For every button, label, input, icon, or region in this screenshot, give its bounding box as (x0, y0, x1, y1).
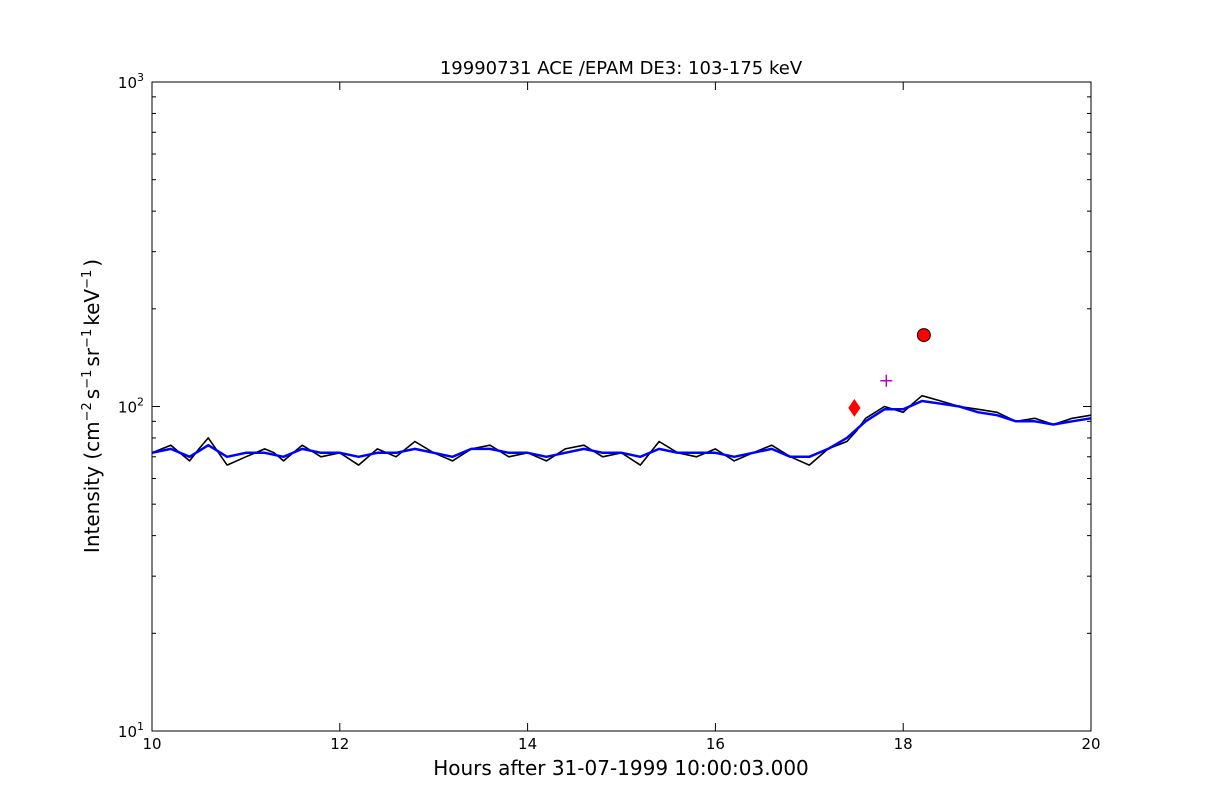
marker-plus (880, 374, 893, 387)
x-tick-label: 10 (142, 735, 161, 753)
y-tick-label: 103 (118, 71, 144, 92)
tick-layer: 10 12 14 16 18 20 101 102 103 (118, 71, 1101, 753)
marker-circle (916, 328, 931, 343)
x-axis-label: Hours after 31-07-1999 10:00:03.000 (433, 756, 809, 780)
marker-diamond (848, 399, 861, 417)
marker-layer (848, 328, 931, 417)
plot-frame (151, 81, 1092, 732)
chart-title: 19990731 ACE /EPAM DE3: 103-175 keV (440, 58, 803, 79)
series-line-smoothed (151, 399, 1092, 459)
x-tick-label: 14 (518, 735, 537, 753)
x-tick-label: 16 (706, 735, 725, 753)
x-tick-label: 20 (1081, 735, 1100, 753)
y-tick-label: 101 (118, 720, 144, 741)
series-layer (151, 394, 1092, 466)
x-tick-label: 12 (330, 735, 349, 753)
y-tick-label: 102 (118, 396, 144, 417)
y-axis-label: Intensity (cm−2s−1sr−1keV−1) (80, 259, 104, 553)
x-tick-label: 18 (894, 735, 913, 753)
